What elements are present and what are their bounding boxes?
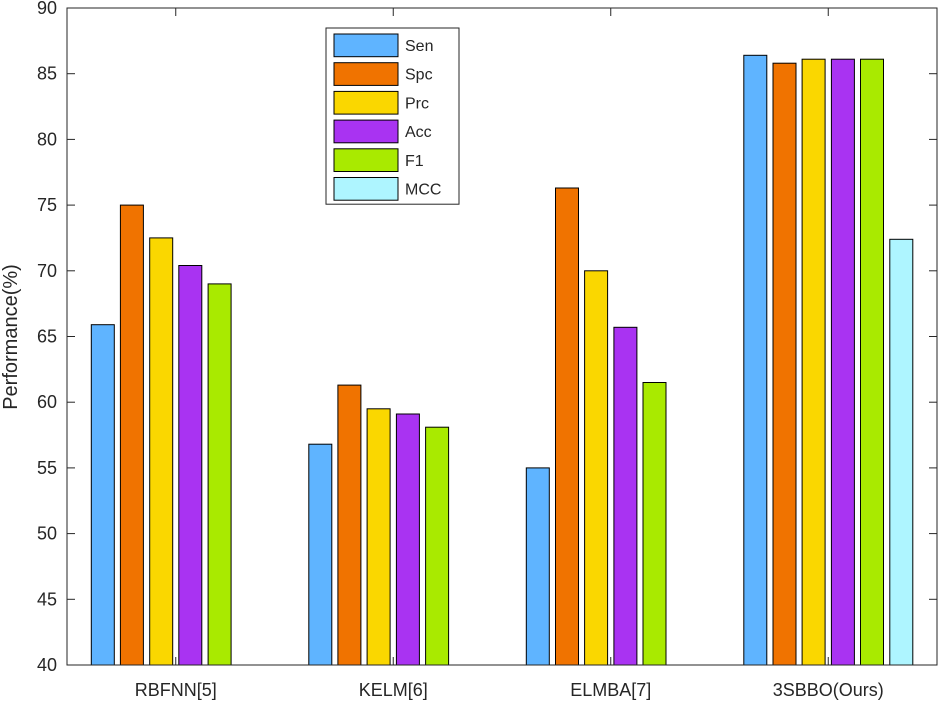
bar-mcc-3: [889, 238, 914, 666]
legend: Sen Spc Prc Acc F1 MCC: [325, 27, 460, 205]
y-tick-label-40: 40: [37, 655, 57, 675]
y-tick-label-55: 55: [37, 458, 57, 478]
legend-swatch-acc: [333, 119, 399, 144]
bar-acc-2: [613, 326, 638, 666]
legend-label-mcc: MCC: [405, 182, 441, 199]
legend-swatch-prc: [333, 90, 399, 115]
x-tick-label-0: RBFNN[5]: [135, 680, 217, 700]
bar-spc-0: [119, 204, 144, 666]
y-tick-label-85: 85: [37, 64, 57, 84]
bar-f1-1: [425, 426, 450, 666]
y-tick-label-45: 45: [37, 589, 57, 609]
bar-acc-3: [830, 58, 855, 666]
bar-spc-1: [337, 384, 362, 666]
legend-label-f1: F1: [405, 153, 424, 170]
y-tick-label-50: 50: [37, 524, 57, 544]
y-tick-label-90: 90: [37, 0, 57, 18]
bar-sen-2: [525, 467, 550, 666]
bar-prc-3: [801, 58, 826, 666]
bar-acc-1: [395, 413, 420, 666]
y-tick-label-60: 60: [37, 392, 57, 412]
y-tick-label-75: 75: [37, 195, 57, 215]
bar-f1-0: [207, 283, 232, 666]
bar-sen-3: [743, 54, 768, 666]
legend-label-prc: Prc: [405, 95, 429, 112]
x-tick-label-3: 3SBBO(Ours): [773, 680, 884, 700]
plot-area: [90, 54, 914, 666]
bar-f1-3: [860, 58, 884, 666]
y-tick-label-70: 70: [37, 261, 57, 281]
legend-swatch-f1: [333, 148, 399, 173]
bar-spc-2: [555, 187, 579, 666]
legend-swatch-mcc: [333, 177, 399, 201]
axes: 40 45 50 55 60 65 70 75 80 85 90 RBFNN[5] KELM[6] ELM…: [37, 0, 938, 700]
bar-prc-1: [366, 408, 391, 666]
x-tick-label-1: KELM[6]: [359, 680, 428, 700]
legend-label-spc: Spc: [405, 67, 433, 84]
bar-prc-0: [149, 237, 174, 666]
y-tick-label-80: 80: [37, 129, 57, 149]
bar-spc-3: [772, 62, 797, 666]
bar-sen-1: [308, 443, 333, 666]
legend-label-acc: Acc: [405, 124, 432, 141]
y-axis-label: Performance(%): [0, 264, 22, 410]
legend-swatch-spc: [333, 62, 399, 86]
legend-box: [325, 27, 460, 205]
bar-acc-0: [178, 265, 203, 666]
legend-label-sen: Sen: [405, 38, 433, 55]
bar-sen-0: [90, 324, 115, 666]
x-tick-label-2: ELMBA[7]: [570, 680, 651, 700]
bar-f1-2: [642, 382, 667, 666]
legend-swatch-sen: [333, 33, 399, 58]
bar-prc-2: [584, 270, 609, 666]
y-tick-label-65: 65: [37, 327, 57, 347]
